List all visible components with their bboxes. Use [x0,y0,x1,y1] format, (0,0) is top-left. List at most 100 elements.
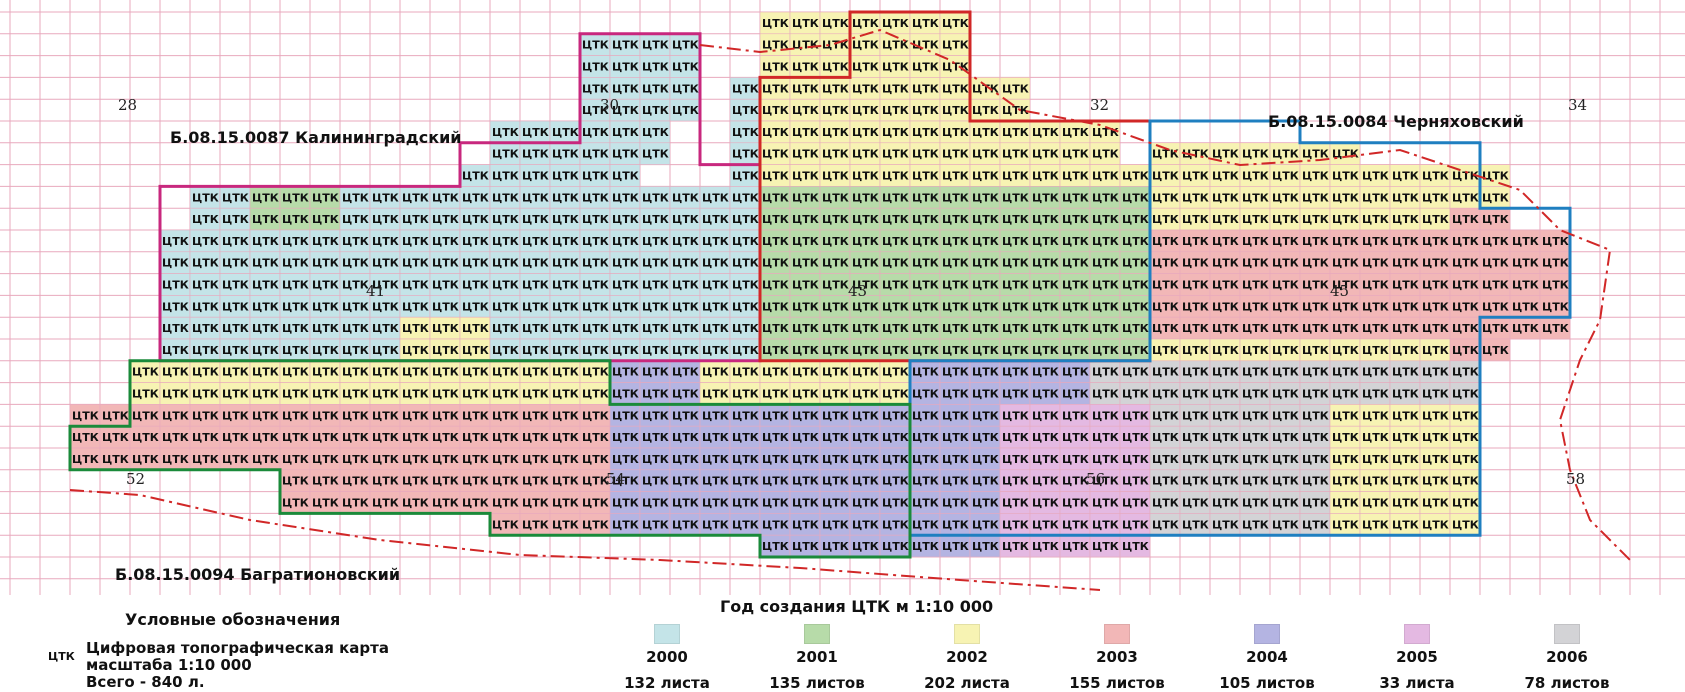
cell-label: ЦТК [672,497,699,510]
cell-label: ЦТК [1452,300,1479,313]
cell-label: ЦТК [222,453,249,466]
cell-label: ЦТК [432,388,459,401]
cell-label: ЦТК [312,366,339,379]
cell-label: ЦТК [282,475,309,488]
cell-label: ЦТК [762,453,789,466]
cell-label: ЦТК [1362,191,1389,204]
cell-label: ЦТК [222,300,249,313]
cell-label: ЦТК [1272,213,1299,226]
year-label: 2006 [1546,648,1588,666]
cell-label: ЦТК [1122,235,1149,248]
cell-label: ЦТК [942,388,969,401]
cell-label: ЦТК [792,518,819,531]
cell-label: ЦТК [1032,213,1059,226]
cell-label: ЦТК [612,344,639,357]
cell-label: ЦТК [762,191,789,204]
cell-label: ЦТК [492,518,519,531]
cell-label: ЦТК [1152,388,1179,401]
cell-label: ЦТК [732,82,759,95]
cell-label: ЦТК [1182,366,1209,379]
cell-label: ЦТК [102,453,129,466]
cell-label: ЦТК [372,366,399,379]
cell-label: ЦТК [1422,366,1449,379]
cell-label: ЦТК [1092,191,1119,204]
cell-label: ЦТК [1422,431,1449,444]
cell-label: ЦТК [342,191,369,204]
cell-label: ЦТК [1332,475,1359,488]
cell-label: ЦТК [432,431,459,444]
cell-label: ЦТК [1032,518,1059,531]
cell-label: ЦТК [672,82,699,95]
cell-label: ЦТК [1002,170,1029,183]
cell-label: ЦТК [852,257,879,270]
cell-label: ЦТК [1122,388,1149,401]
cell-label: ЦТК [252,409,279,422]
cell-label: ЦТК [1092,170,1119,183]
legend-symbol: ЦТК [48,650,75,663]
cell-label: ЦТК [222,388,249,401]
cell-label: ЦТК [1212,475,1239,488]
cell-label: ЦТК [1512,257,1539,270]
cell-label: ЦТК [912,322,939,335]
cell-label: ЦТК [822,191,849,204]
cell-label: ЦТК [1182,235,1209,248]
cell-label: ЦТК [582,300,609,313]
cell-label: ЦТК [1332,322,1359,335]
cell-label: ЦТК [1152,170,1179,183]
legend-desc-line-3: Всего - 840 л. [86,673,205,691]
cell-label: ЦТК [882,191,909,204]
cell-label: ЦТК [282,453,309,466]
cell-label: ЦТК [1302,191,1329,204]
cell-label: ЦТК [492,322,519,335]
cell-label: ЦТК [462,409,489,422]
cell-label: ЦТК [582,497,609,510]
cell-label: ЦТК [402,279,429,292]
cell-label: ЦТК [432,344,459,357]
cell-label: ЦТК [372,344,399,357]
cell-label: ЦТК [852,431,879,444]
cell-label: ЦТК [1182,518,1209,531]
cell-label: ЦТК [1242,170,1269,183]
cell-label: ЦТК [642,61,669,74]
cell-label: ЦТК [1482,191,1509,204]
cell-label: ЦТК [912,279,939,292]
cell-label: ЦТК [1002,148,1029,161]
cell-label: ЦТК [1272,279,1299,292]
cell-label: ЦТК [1152,497,1179,510]
cell-label: ЦТК [732,366,759,379]
cell-label: ЦТК [1002,257,1029,270]
cell-label: ЦТК [1122,170,1149,183]
cell-label: ЦТК [912,213,939,226]
cell-label: ЦТК [1092,453,1119,466]
year-count: 33 листа [1379,674,1455,692]
cell-label: ЦТК [312,431,339,444]
cell-label: ЦТК [762,126,789,139]
cell-label: ЦТК [1332,213,1359,226]
cell-label: ЦТК [762,170,789,183]
sheet-number-28: 28 [118,96,137,114]
cell-label: ЦТК [762,257,789,270]
cell-label: ЦТК [432,453,459,466]
cell-label: ЦТК [792,61,819,74]
cell-label: ЦТК [252,235,279,248]
cell-label: ЦТК [1122,366,1149,379]
cell-label: ЦТК [522,191,549,204]
cell-label: ЦТК [612,475,639,488]
cell-label: ЦТК [1242,235,1269,248]
cell-label: ЦТК [372,213,399,226]
cell-label: ЦТК [522,213,549,226]
cell-label: ЦТК [1002,213,1029,226]
cell-label: ЦТК [1062,453,1089,466]
cell-label: ЦТК [1452,344,1479,357]
cell-label: ЦТК [432,322,459,335]
cell-label: ЦТК [642,344,669,357]
cell-label: ЦТК [762,17,789,30]
year-swatch [1254,624,1280,644]
cell-label: ЦТК [1452,409,1479,422]
cell-label: ЦТК [822,17,849,30]
cell-label: ЦТК [1302,170,1329,183]
cell-label: ЦТК [462,475,489,488]
cell-label: ЦТК [432,213,459,226]
cell-label: ЦТК [942,453,969,466]
